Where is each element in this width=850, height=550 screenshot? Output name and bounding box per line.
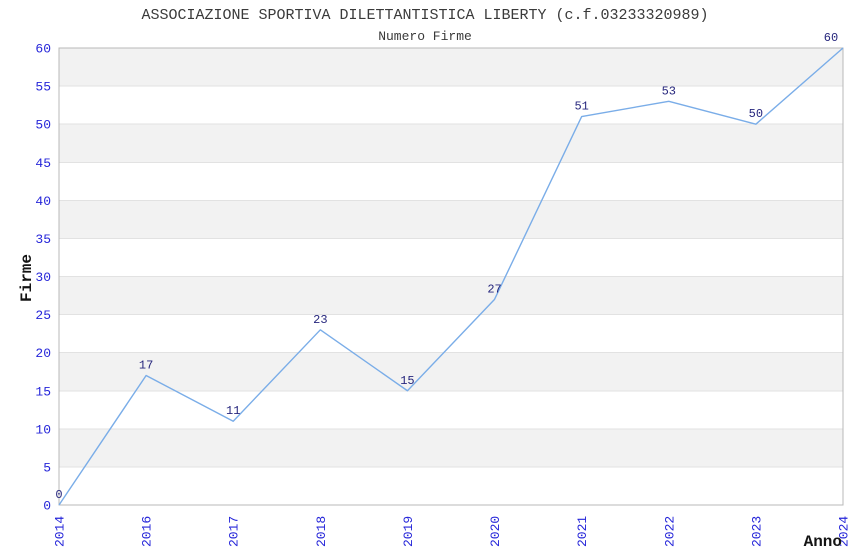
x-tick-label: 2021: [575, 516, 590, 547]
x-tick-label: 2024: [837, 516, 850, 547]
y-tick-label: 50: [35, 118, 51, 133]
y-tick-label: 20: [35, 346, 51, 361]
plot-band: [59, 352, 843, 391]
y-tick-label: 0: [43, 499, 51, 514]
plot-band: [59, 86, 843, 125]
plot-band: [59, 428, 843, 467]
plot-band: [59, 238, 843, 277]
x-tick-label: 2023: [749, 516, 764, 547]
x-tick-label: 2016: [140, 516, 155, 547]
data-point-label: 23: [313, 313, 327, 327]
data-point-label: 17: [139, 359, 153, 373]
plot-band: [59, 466, 843, 505]
x-axis-ticks: 2014 2016 2017 2018 2019 2020 2021 2022 2023 2024: [53, 516, 850, 547]
y-tick-label: 55: [35, 80, 51, 95]
x-tick-label: 2014: [53, 516, 68, 547]
plot-band: [59, 314, 843, 353]
chart-title: ASSOCIAZIONE SPORTIVA DILETTANTISTICA LI…: [141, 7, 708, 24]
x-tick-label: 2018: [314, 516, 329, 547]
y-tick-label: 10: [35, 422, 51, 437]
plot-band: [59, 276, 843, 315]
x-axis-title: Anno: [804, 533, 842, 550]
plot-band: [59, 390, 843, 429]
y-axis-ticks: 0 5 10 15 20 25 30 35 40 45 50 55 60: [35, 42, 51, 514]
y-tick-label: 45: [35, 156, 51, 171]
data-point-label: 15: [400, 374, 414, 388]
y-axis-title: Firme: [18, 254, 36, 302]
plot-band: [59, 200, 843, 239]
x-tick-label: 2022: [662, 516, 677, 547]
data-point-labels: 0 17 11 23 15 27 51 53 50 60: [55, 31, 838, 502]
chart-subtitle: Numero Firme: [378, 29, 472, 44]
y-tick-label: 25: [35, 308, 51, 323]
y-tick-label: 30: [35, 270, 51, 285]
y-tick-label: 60: [35, 42, 51, 57]
y-tick-label: 40: [35, 194, 51, 209]
y-tick-label: 15: [35, 384, 51, 399]
x-tick-label: 2019: [401, 516, 416, 547]
y-tick-label: 35: [35, 232, 51, 247]
plot-band: [59, 162, 843, 201]
data-point-label: 50: [749, 107, 763, 121]
plot-gridlines: [59, 85, 843, 468]
x-tick-label: 2017: [227, 516, 242, 547]
data-point-label: 60: [824, 31, 838, 45]
plot-band: [59, 48, 843, 87]
plot-band: [59, 124, 843, 163]
data-line: [58, 47, 844, 506]
data-point-label: 53: [662, 84, 676, 98]
plot-border: [58, 47, 844, 506]
data-point-label: 0: [55, 488, 62, 502]
data-point-label: 51: [574, 100, 588, 114]
plot-bands: [59, 48, 843, 505]
y-tick-label: 5: [43, 460, 51, 475]
x-tick-label: 2020: [488, 516, 503, 547]
data-point-label: 11: [226, 404, 240, 418]
data-point-label: 27: [487, 282, 501, 296]
